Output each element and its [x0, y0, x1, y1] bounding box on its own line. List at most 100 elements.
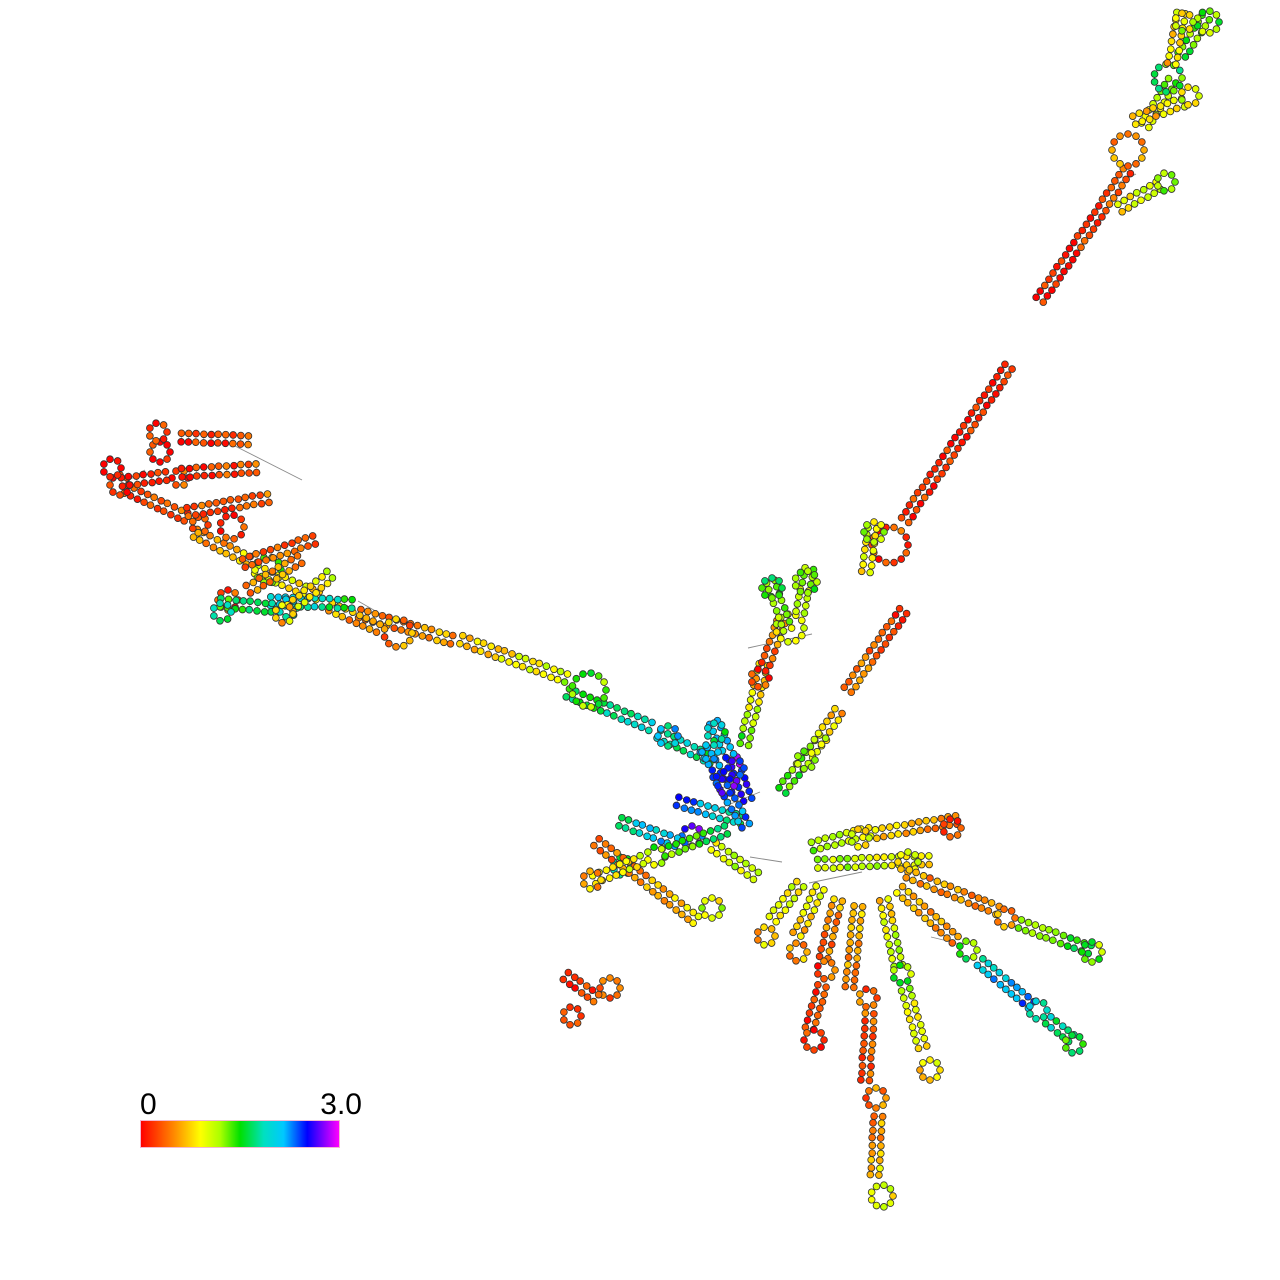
nucleotide-bead: [1171, 178, 1179, 186]
nucleotide-bead: [508, 650, 516, 658]
nucleotide-bead: [607, 855, 616, 864]
nucleotide-bead: [760, 940, 768, 949]
nucleotide-bead: [947, 439, 955, 448]
nucleotide-bead: [268, 567, 277, 576]
nucleotide-bead: [213, 507, 222, 516]
nucleotide-bead: [1138, 117, 1147, 126]
nucleotide-bead: [813, 578, 821, 586]
nucleotide-bead: [769, 906, 778, 914]
nucleotide-bead: [950, 893, 959, 902]
nucleotide-bead: [758, 584, 766, 592]
nucleotide-bead: [479, 639, 488, 647]
nucleotide-bead: [940, 820, 948, 828]
nucleotide-bead: [908, 991, 916, 1000]
nucleotide-bead: [1098, 948, 1106, 956]
nucleotide-bead: [1167, 185, 1176, 193]
nucleotide-bead: [890, 924, 899, 932]
nucleotide-bead: [868, 1141, 877, 1150]
nucleotide-bead: [979, 966, 987, 974]
nucleotide-bead: [819, 938, 828, 947]
nucleotide-bead: [956, 942, 964, 950]
nucleotide-bead: [553, 675, 562, 684]
nucleotide-bead: [1018, 999, 1027, 1008]
nucleotide-bead: [838, 709, 846, 718]
nucleotide-bead: [822, 983, 830, 991]
nucleotide-bead: [1180, 17, 1189, 26]
nucleotide-bead: [914, 858, 922, 866]
nucleotide-bead: [827, 959, 836, 967]
nucleotide-bead: [573, 1005, 582, 1013]
nucleotide-bead: [241, 493, 249, 502]
nucleotide-bead: [1212, 25, 1221, 33]
nucleotide-bead: [1132, 160, 1140, 168]
nucleotide-bead: [708, 914, 716, 922]
nucleotide-bead: [860, 1032, 869, 1040]
nucleotide-bead: [276, 551, 285, 560]
nucleotide-bead: [873, 994, 881, 1002]
nucleotide-bead: [1062, 1044, 1070, 1052]
nucleotide-bead: [857, 1076, 865, 1084]
nucleotide-bead: [1032, 293, 1040, 302]
nucleotide-bead: [1007, 978, 1016, 987]
nucleotide-bead: [807, 1002, 816, 1010]
nucleotide-bead: [494, 645, 503, 653]
nucleotide-bead: [1000, 905, 1008, 914]
nucleotide-bead: [869, 1017, 878, 1026]
nucleotide-bead: [718, 806, 727, 814]
nucleotide-bead: [989, 964, 998, 972]
nucleotide-bead: [995, 968, 1004, 977]
nucleotide-bead: [1118, 207, 1126, 216]
nucleotide-bead: [714, 782, 722, 790]
nucleotide-bead: [964, 415, 972, 424]
nucleotide-bead: [756, 690, 765, 699]
nucleotide-bead: [1068, 1048, 1076, 1057]
nucleotide-bead: [140, 479, 149, 487]
nucleotide-bead: [889, 1192, 897, 1200]
nucleotide-bead: [244, 440, 252, 449]
nucleotide-bead: [781, 906, 790, 915]
nucleotide-bead: [1206, 7, 1214, 15]
nucleotide-bead: [877, 904, 886, 913]
nucleotide-bead: [953, 817, 962, 825]
nucleotide-bead: [971, 902, 980, 910]
nucleotide-bead: [1170, 96, 1178, 105]
nucleotide-bead: [794, 752, 802, 760]
nucleotide-bead: [779, 777, 787, 785]
nucleotide-bead: [463, 642, 471, 651]
nucleotide-bead: [1017, 916, 1026, 924]
nucleotide-bead: [761, 591, 769, 599]
nucleotide-bead: [865, 1076, 874, 1085]
nucleotide-bead: [869, 546, 878, 555]
nucleotide-bead: [221, 439, 230, 448]
nucleotide-bead: [229, 431, 237, 439]
nucleotide-bead: [680, 804, 689, 813]
nucleotide-bead: [974, 894, 983, 902]
nucleotide-bead: [433, 636, 441, 645]
nucleotide-bead: [748, 688, 757, 697]
nucleotide-bead: [785, 900, 794, 908]
nucleotide-bead: [1173, 104, 1181, 113]
nucleotide-bead: [1185, 11, 1194, 19]
nucleotide-bead: [249, 578, 258, 587]
nucleotide-bead: [912, 868, 920, 877]
nucleotide-bead: [1132, 189, 1141, 197]
nucleotide-bead: [1150, 70, 1159, 78]
nucleotide-bead: [827, 940, 836, 949]
nucleotide-bead: [829, 864, 838, 872]
nucleotide-bead: [229, 439, 237, 448]
nucleotide-bead: [982, 401, 991, 410]
nucleotide-bead: [1047, 1013, 1055, 1021]
nucleotide-bead: [878, 824, 886, 832]
nucleotide-bead: [858, 902, 867, 911]
nucleotide-bead: [725, 858, 734, 867]
nucleotide-bead: [937, 917, 946, 926]
nucleotide-bead: [872, 1201, 881, 1210]
nucleotide-bead: [345, 616, 354, 624]
nucleotide-bead: [796, 915, 805, 924]
nucleotide-bead: [365, 625, 374, 633]
nucleotide-bead: [660, 896, 669, 905]
nucleotide-bead: [744, 741, 753, 750]
nucleotide-bead: [259, 548, 268, 556]
nucleotide-bead: [1049, 936, 1057, 945]
nucleotide-bead: [1048, 286, 1056, 295]
